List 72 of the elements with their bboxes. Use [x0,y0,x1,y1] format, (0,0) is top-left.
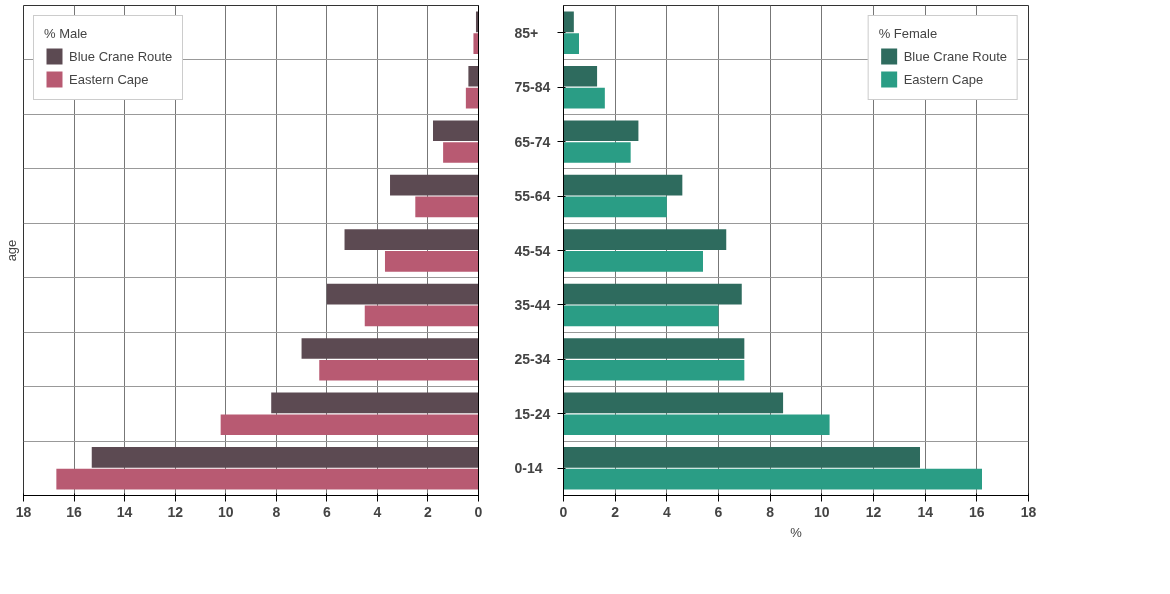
x-tick-label: 8 [272,503,281,520]
bar [563,120,639,142]
x-tick-label: 6 [714,503,723,520]
bar [563,392,784,414]
bar [563,283,742,305]
bar [415,196,479,218]
bar [326,283,479,305]
bar [473,33,479,54]
legend-label: Blue Crane Route [903,48,1007,64]
legend-label: Blue Crane Route [69,48,173,64]
y-tick-label: 0-14 [514,460,543,477]
bar [563,229,727,250]
bar [384,251,479,272]
y-tick-label: 35-44 [514,296,551,313]
x-tick-label: 6 [322,503,331,520]
x-tick-label: 0 [474,503,483,520]
bar [301,338,479,359]
legend-label: Eastern Cape [69,71,149,87]
x-tick-label: 2 [424,503,433,520]
bar [443,142,479,163]
bar [563,447,920,468]
bar [563,338,745,359]
bar [319,359,479,381]
bar [563,174,683,196]
x-tick-label: 18 [15,503,32,520]
y-tick-label: 85+ [514,24,539,41]
bar [563,87,605,109]
legend-title: % Male [44,26,89,41]
y-tick-label: 25-34 [514,351,551,368]
bar [468,65,479,87]
bar [563,305,719,327]
bar [390,174,479,196]
bar [563,33,579,54]
x-tick-label: 10 [814,503,830,520]
legend-label: Eastern Cape [903,71,984,87]
x-axis-title: % [790,524,803,540]
x-tick-label: 4 [662,503,671,520]
bar [563,468,982,490]
bar [563,359,745,381]
x-tick-label: 8 [766,503,775,520]
bar [465,87,479,109]
y-axis-title: age [3,239,19,262]
bar [563,65,598,87]
bar [220,414,479,436]
bar [271,392,479,414]
x-tick-label: 4 [373,503,382,520]
x-tick-label: 18 [1020,503,1037,520]
bar [563,142,631,163]
bar [433,120,479,142]
x-tick-label: 16 [969,503,985,520]
legend-title: % Female [878,26,939,41]
x-tick-label: 12 [167,503,184,520]
x-tick-label: 10 [217,503,234,520]
bar [364,305,479,327]
x-tick-label: 0 [559,503,568,520]
bar [563,11,574,33]
bar [563,251,703,272]
y-tick-label: 55-64 [514,188,551,205]
bar [344,229,479,250]
x-tick-label: 2 [611,503,620,520]
y-tick-label: 15-24 [514,405,551,422]
bar [91,447,479,468]
bar [56,468,479,490]
x-tick-label: 12 [865,503,882,520]
y-tick-label: 65-74 [514,133,551,150]
x-tick-label: 14 [116,503,133,520]
y-tick-label: 45-54 [514,242,551,259]
y-tick-label: 75-84 [514,79,551,96]
bar [563,196,667,218]
bar [563,414,830,436]
x-tick-label: 16 [66,503,83,520]
x-tick-label: 14 [917,503,934,520]
